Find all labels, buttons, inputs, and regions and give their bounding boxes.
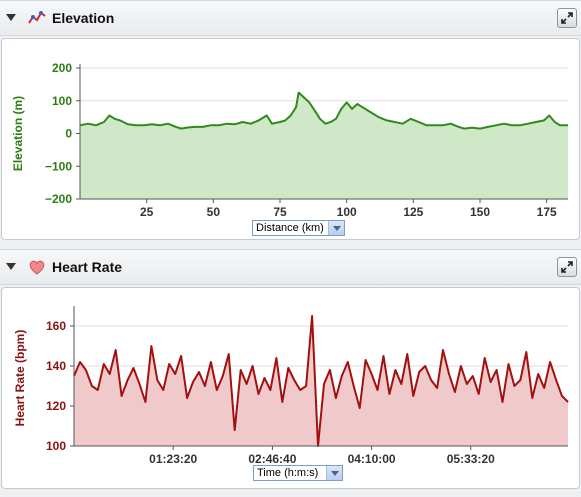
collapse-elevation-arrow-icon[interactable]	[6, 14, 16, 21]
elevation-y-tick-label: −100	[45, 159, 72, 173]
heart-rate-x-tick-label: 04:10:00	[348, 452, 396, 466]
elevation-profile-icon	[28, 11, 46, 24]
heart-icon	[29, 260, 45, 275]
elevation-y-tick-label: 200	[52, 61, 72, 75]
expand-arrows-icon	[561, 12, 573, 24]
elevation-y-axis-title: Elevation (m)	[11, 96, 25, 171]
elevation-panel-header: Elevation	[0, 0, 581, 36]
expand-arrows-icon	[561, 261, 573, 273]
heart-rate-chart-box: 160 140 120 100 01:23:20 02:46:40 04:10:00 05:3…	[1, 287, 580, 489]
heart-rate-x-tick-label: 01:23:20	[149, 452, 197, 466]
elevation-series-line	[79, 91, 568, 130]
heart-rate-chart: 160 140 120 100 01:23:20 02:46:40 04:10:00 05:3…	[13, 306, 569, 466]
elevation-chart-box: 200 100 0 −100 −200 25 50 75 100 125 150 175 Elevati…	[1, 38, 580, 240]
heart-rate-y-axis-title: Heart Rate (bpm)	[13, 330, 27, 427]
expand-elevation-button[interactable]	[557, 8, 577, 28]
heart-rate-x-tick-label: 02:46:40	[248, 452, 296, 466]
heart-rate-panel-title: Heart Rate	[52, 259, 123, 275]
heart-rate-y-tick-label: 100	[46, 439, 66, 453]
collapse-heart-rate-arrow-icon[interactable]	[6, 263, 16, 270]
heart-rate-x-tick-label: 05:33:20	[447, 452, 495, 466]
elevation-x-tick-label: 125	[403, 205, 423, 219]
heart-rate-panel-header: Heart Rate	[0, 249, 581, 285]
elevation-x-tick-label: 25	[140, 205, 154, 219]
heart-rate-y-tick-label: 160	[46, 319, 66, 333]
elevation-area-fill	[80, 92, 568, 199]
heart-rate-y-tick-label: 140	[46, 359, 66, 373]
elevation-y-tick-label: 0	[65, 127, 72, 141]
heart-rate-x-axis-select[interactable]: Time (h:m:s)	[253, 465, 343, 481]
elevation-x-tick-label: 50	[207, 205, 221, 219]
elevation-x-tick-label: 75	[273, 205, 287, 219]
expand-heart-rate-button[interactable]	[557, 257, 577, 277]
elevation-x-tick-label: 150	[470, 205, 490, 219]
heart-rate-x-axis-select-label: Time (h:m:s)	[257, 467, 319, 479]
elevation-x-tick-label: 175	[537, 205, 557, 219]
heart-rate-area-fill	[74, 316, 568, 446]
elevation-y-tick-label: −200	[45, 192, 72, 206]
dropdown-arrow-icon	[326, 466, 342, 480]
heart-rate-y-tick-label: 120	[46, 399, 66, 413]
elevation-panel-title: Elevation	[52, 10, 115, 26]
elevation-chart: 200 100 0 −100 −200 25 50 75 100 125 150 175 Elevati…	[11, 61, 568, 219]
elevation-x-axis-select[interactable]: Distance (km)	[252, 220, 345, 236]
heart-rate-series-line	[73, 315, 569, 447]
elevation-x-axis-select-label: Distance (km)	[256, 222, 324, 234]
elevation-y-tick-label: 100	[52, 94, 72, 108]
elevation-x-tick-label: 100	[337, 205, 357, 219]
dropdown-arrow-icon	[328, 221, 344, 235]
